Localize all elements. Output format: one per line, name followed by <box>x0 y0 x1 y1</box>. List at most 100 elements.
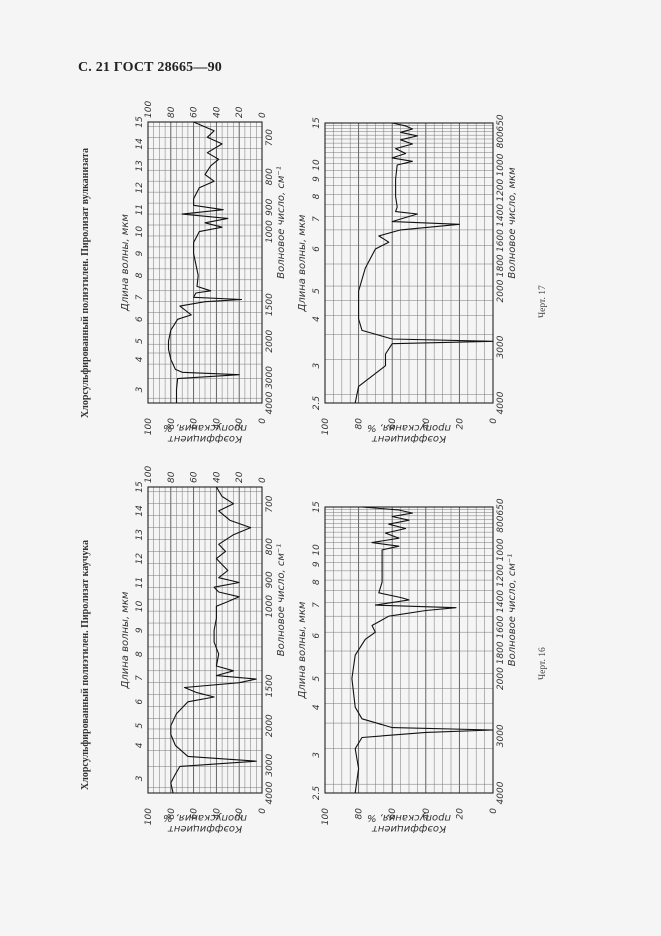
svg-text:900: 900 <box>265 571 275 588</box>
svg-text:80: 80 <box>355 418 365 430</box>
spectrum-chart-fig16-bottom: 2.5 3 4 5 6 7 8 9 10 15 0 20 40 60 80 100 4000 3000 2000 18… <box>290 480 530 834</box>
svg-text:100: 100 <box>144 101 154 118</box>
svg-text:20: 20 <box>235 418 245 430</box>
svg-text:15: 15 <box>135 481 145 493</box>
svg-text:40: 40 <box>212 471 222 483</box>
svg-text:Коэффициент: Коэффициент <box>167 433 242 444</box>
svg-text:1500: 1500 <box>265 293 275 316</box>
svg-text:800: 800 <box>496 515 506 532</box>
svg-text:Длина волны, мкм: Длина волны, мкм <box>120 591 131 689</box>
svg-text:1800: 1800 <box>496 254 506 277</box>
svg-text:5: 5 <box>135 723 145 729</box>
svg-text:1000: 1000 <box>496 538 506 561</box>
svg-text:Длина волны, мкм: Длина волны, мкм <box>297 214 308 312</box>
svg-text:12: 12 <box>135 553 145 565</box>
svg-text:60: 60 <box>190 106 200 118</box>
svg-text:10: 10 <box>135 226 145 238</box>
svg-text:1400: 1400 <box>496 204 506 227</box>
svg-text:6: 6 <box>312 246 322 252</box>
svg-text:8: 8 <box>312 193 322 199</box>
svg-text:100: 100 <box>144 808 154 825</box>
svg-text:6: 6 <box>135 699 145 705</box>
svg-text:4: 4 <box>312 704 322 710</box>
svg-text:100: 100 <box>144 418 154 435</box>
svg-text:6: 6 <box>135 316 145 322</box>
svg-text:3000: 3000 <box>265 753 275 776</box>
svg-text:Волновое число, см⁻¹: Волновое число, см⁻¹ <box>276 544 287 656</box>
svg-text:Коэффициент: Коэффициент <box>371 823 446 834</box>
svg-text:14: 14 <box>135 505 145 517</box>
svg-text:60: 60 <box>388 808 398 820</box>
svg-text:800: 800 <box>265 168 275 185</box>
svg-text:15: 15 <box>312 117 322 129</box>
svg-text:2000: 2000 <box>496 667 506 690</box>
svg-text:7: 7 <box>312 216 322 222</box>
svg-text:9: 9 <box>135 627 145 633</box>
svg-text:900: 900 <box>265 198 275 215</box>
svg-text:20: 20 <box>235 106 245 118</box>
spectrum-chart-fig17-bottom: 2.5 3 4 5 6 7 8 9 10 15 0 20 40 60 80 100 4000 3000 2000 18… <box>290 95 530 444</box>
page-header: С. 21 ГОСТ 28665—90 <box>78 60 222 75</box>
svg-text:1800: 1800 <box>496 641 506 664</box>
svg-text:4: 4 <box>312 316 322 322</box>
svg-text:80: 80 <box>355 808 365 820</box>
svg-text:40: 40 <box>212 106 222 118</box>
svg-text:14: 14 <box>135 138 145 150</box>
svg-text:1000: 1000 <box>265 595 275 618</box>
svg-text:пропускания, %: пропускания, % <box>367 422 451 433</box>
svg-text:80: 80 <box>167 808 177 820</box>
svg-text:4: 4 <box>135 356 145 362</box>
svg-text:Коэффициент: Коэффициент <box>167 823 242 834</box>
svg-text:1500: 1500 <box>265 674 275 697</box>
svg-text:Волновое число, мкм: Волновое число, мкм <box>507 167 518 279</box>
svg-text:3000: 3000 <box>496 335 506 358</box>
svg-text:3000: 3000 <box>496 724 506 747</box>
svg-text:Волновое число, см⁻¹: Волновое число, см⁻¹ <box>276 166 287 278</box>
svg-text:13: 13 <box>135 529 145 541</box>
svg-text:100: 100 <box>321 418 331 435</box>
svg-text:20: 20 <box>455 808 465 820</box>
spectrum-chart-fig16-top: 3 4 5 6 7 8 9 10 11 12 13 14 15 0 0 20 20 40 40 60 60 80 80 100… <box>100 465 287 834</box>
svg-text:2000: 2000 <box>265 329 275 352</box>
svg-text:15: 15 <box>312 501 322 513</box>
svg-text:60: 60 <box>190 471 200 483</box>
svg-text:1000: 1000 <box>496 153 506 176</box>
svg-text:60: 60 <box>388 418 398 430</box>
svg-text:Волновое число, см⁻¹: Волновое число, см⁻¹ <box>507 554 518 666</box>
svg-text:пропускания, %: пропускания, % <box>163 422 247 433</box>
svg-text:13: 13 <box>135 160 145 172</box>
svg-text:10: 10 <box>135 600 145 612</box>
svg-text:60: 60 <box>190 418 200 430</box>
svg-text:9: 9 <box>312 561 322 567</box>
svg-text:100: 100 <box>144 466 154 483</box>
svg-text:1600: 1600 <box>496 615 506 638</box>
svg-text:80: 80 <box>167 106 177 118</box>
svg-text:650: 650 <box>496 498 506 515</box>
svg-text:пропускания, %: пропускания, % <box>367 812 451 823</box>
svg-text:пропускания, %: пропускания, % <box>163 812 247 823</box>
svg-text:3: 3 <box>312 752 322 758</box>
svg-text:700: 700 <box>265 495 275 512</box>
figure-17-caption: Хлорсульфированный полиэтилен. Пиролизат… <box>80 147 91 418</box>
svg-text:Коэффициент: Коэффициент <box>371 433 446 444</box>
svg-text:3: 3 <box>135 775 145 781</box>
svg-text:80: 80 <box>167 418 177 430</box>
svg-text:4000: 4000 <box>496 391 506 414</box>
svg-text:3000: 3000 <box>265 366 275 389</box>
svg-text:7: 7 <box>135 294 145 300</box>
svg-text:2000: 2000 <box>265 714 275 737</box>
svg-text:9: 9 <box>312 176 322 182</box>
svg-text:0: 0 <box>489 808 499 814</box>
svg-text:0: 0 <box>258 477 268 483</box>
svg-text:20: 20 <box>235 471 245 483</box>
svg-text:12: 12 <box>135 182 145 194</box>
svg-text:7: 7 <box>135 675 145 681</box>
svg-text:5: 5 <box>135 338 145 344</box>
svg-text:650: 650 <box>496 114 506 131</box>
svg-text:40: 40 <box>422 418 432 430</box>
svg-text:5: 5 <box>312 288 322 294</box>
svg-text:8: 8 <box>135 272 145 278</box>
svg-text:40: 40 <box>212 418 222 430</box>
svg-text:800: 800 <box>265 538 275 555</box>
svg-text:8: 8 <box>135 651 145 657</box>
